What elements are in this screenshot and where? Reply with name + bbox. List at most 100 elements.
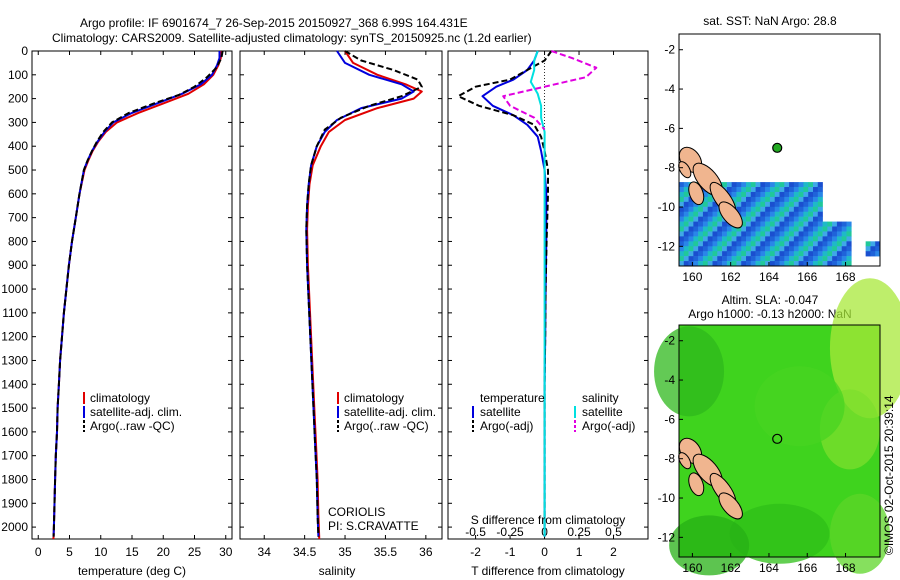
sst-cell bbox=[712, 221, 718, 227]
sst-cell bbox=[755, 187, 761, 193]
s-tick-label: 0.25 bbox=[567, 525, 591, 539]
sst-cell bbox=[798, 236, 804, 242]
sst-cell bbox=[846, 246, 852, 252]
sst-cell bbox=[717, 251, 723, 257]
sst-cell bbox=[769, 221, 776, 227]
sst-cell bbox=[846, 241, 852, 247]
sst-cell bbox=[789, 191, 795, 198]
sst-cell bbox=[789, 256, 795, 262]
sst-cell bbox=[774, 261, 780, 267]
sst-cell bbox=[683, 201, 689, 208]
sst-cell bbox=[683, 187, 689, 193]
sst-cell bbox=[784, 231, 790, 237]
sst-cell bbox=[813, 201, 819, 208]
sst-cell bbox=[798, 246, 804, 252]
sst-cell bbox=[765, 226, 771, 232]
sst-cell bbox=[755, 206, 761, 213]
sst-cell bbox=[679, 251, 685, 257]
lat-tick-label: -4 bbox=[664, 373, 675, 387]
sst-cell bbox=[789, 226, 795, 232]
sst-cell bbox=[808, 251, 814, 257]
sst-cell bbox=[803, 256, 809, 262]
depth-tick-label: 700 bbox=[8, 211, 28, 225]
sst-cell bbox=[731, 191, 737, 198]
sst-cell bbox=[683, 246, 689, 252]
series-line bbox=[52, 50, 224, 537]
sst-cell bbox=[779, 196, 785, 203]
sst-cell bbox=[746, 236, 752, 242]
sst-cell bbox=[726, 236, 732, 242]
depth-tick-label: 0 bbox=[21, 44, 28, 58]
sst-cell bbox=[679, 226, 685, 232]
sst-cell bbox=[769, 201, 776, 208]
sst-cell bbox=[784, 236, 790, 242]
sst-cell bbox=[679, 211, 685, 217]
lat-tick-label: -6 bbox=[664, 121, 675, 135]
series-line bbox=[305, 50, 415, 537]
sst-cell bbox=[827, 226, 833, 232]
sst-cell bbox=[769, 196, 776, 203]
sst-cell bbox=[803, 241, 809, 247]
sst-cell bbox=[793, 182, 799, 188]
sst-cell bbox=[836, 256, 843, 262]
sst-cell bbox=[779, 251, 785, 257]
imos-credit: ©IMOS 02-Oct-2015 20:39:14 bbox=[882, 395, 896, 555]
sst-cell bbox=[875, 246, 881, 252]
x-tick-label: 36 bbox=[419, 545, 433, 559]
x-tick-label: 15 bbox=[125, 545, 139, 559]
lat-tick-label: -2 bbox=[664, 43, 675, 57]
sst-cell bbox=[693, 231, 699, 237]
sla-map-frame bbox=[678, 324, 881, 558]
sst-cell bbox=[741, 206, 747, 213]
sst-cell bbox=[784, 246, 790, 252]
salinity-legend: climatology satellite-adj. clim. Argo(..… bbox=[337, 391, 436, 433]
sst-cell bbox=[803, 211, 809, 217]
sst-cell bbox=[722, 246, 728, 252]
sst-cell bbox=[707, 226, 713, 232]
sst-cell bbox=[779, 216, 785, 222]
sst-cell bbox=[683, 241, 689, 247]
sst-cell bbox=[688, 221, 694, 227]
sst-cell bbox=[865, 246, 871, 252]
depth-tick-label: 1000 bbox=[1, 282, 28, 296]
sst-cell bbox=[679, 191, 685, 198]
sst-cell bbox=[779, 256, 785, 262]
sst-cell bbox=[702, 241, 709, 247]
sst-cell bbox=[712, 256, 718, 262]
sst-cell bbox=[774, 226, 780, 232]
sst-cell bbox=[765, 261, 771, 267]
sst-cell bbox=[779, 221, 785, 227]
sst-cell bbox=[717, 211, 723, 217]
sst-cell bbox=[683, 182, 689, 188]
sst-cell bbox=[679, 196, 685, 203]
sst-cell bbox=[746, 231, 752, 237]
sst-cell bbox=[679, 241, 685, 247]
sst-cell bbox=[741, 241, 747, 247]
sst-cell bbox=[846, 261, 852, 267]
sst-cell bbox=[779, 201, 785, 208]
sst-cell bbox=[784, 187, 790, 193]
sst-cell bbox=[846, 256, 852, 262]
sst-cell bbox=[750, 206, 756, 213]
sst-cell bbox=[798, 261, 804, 267]
sst-cell bbox=[789, 187, 795, 193]
sst-cell bbox=[803, 226, 809, 232]
legend-satellite-label: satellite-adj. clim. bbox=[90, 405, 182, 419]
sst-cell bbox=[741, 182, 747, 188]
sst-cell bbox=[836, 251, 843, 257]
sst-cell bbox=[702, 236, 709, 242]
sst-cell bbox=[769, 226, 776, 232]
sst-cell bbox=[832, 236, 838, 242]
sst-cell bbox=[865, 251, 871, 257]
sst-map-frame bbox=[678, 33, 881, 267]
sst-cell bbox=[808, 221, 814, 227]
depth-tick-label: 2000 bbox=[1, 520, 28, 534]
sst-cell bbox=[731, 182, 737, 188]
salinity-panel: 34 34.5 35 35.5 36 salinity climatology sate… bbox=[239, 50, 443, 578]
legend-satellite-label: satellite-adj. clim. bbox=[344, 405, 436, 419]
sst-cell bbox=[803, 231, 809, 237]
sst-cell bbox=[693, 201, 699, 208]
sst-cell bbox=[817, 231, 823, 237]
sst-cell bbox=[726, 261, 732, 267]
sst-cell bbox=[707, 241, 713, 247]
